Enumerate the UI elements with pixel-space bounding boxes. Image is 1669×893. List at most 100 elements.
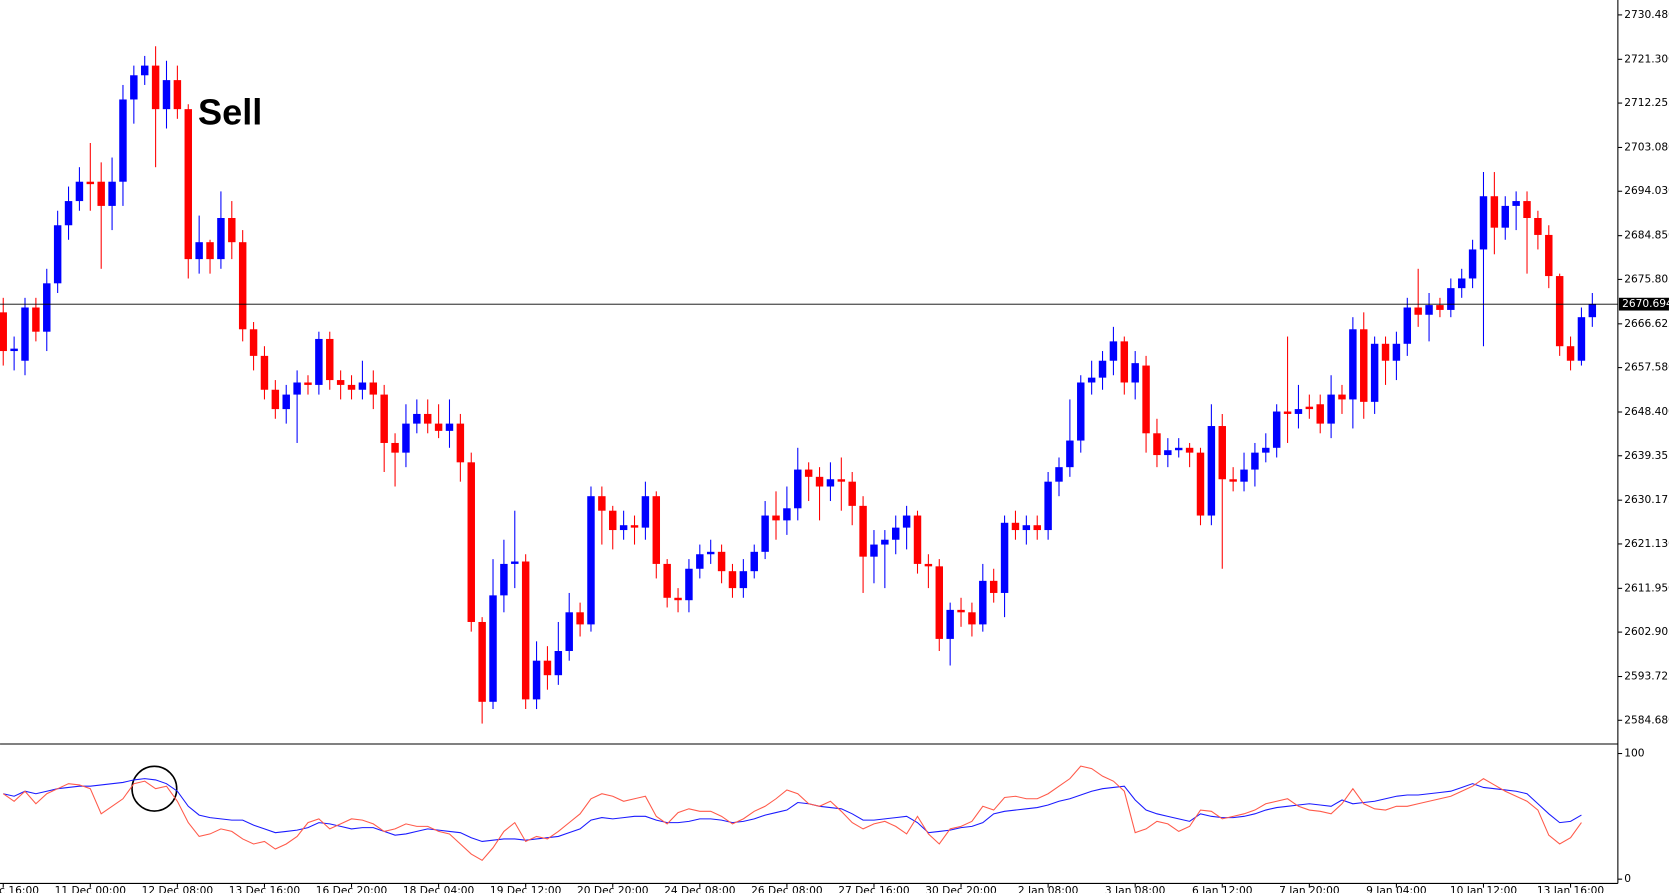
candle-body xyxy=(968,612,976,625)
candle-body xyxy=(892,527,900,540)
candle-body xyxy=(1316,404,1324,424)
candle-body xyxy=(1349,329,1357,400)
candle-body xyxy=(881,539,889,545)
candle-body xyxy=(1044,481,1052,531)
candle-body xyxy=(489,595,497,702)
candle-body xyxy=(521,561,530,700)
candle-body xyxy=(1414,307,1422,315)
candle-body xyxy=(946,609,954,639)
x-tick-label: 24 Dec 08:00 xyxy=(664,884,736,893)
candle-body xyxy=(86,181,95,185)
candle-body xyxy=(652,496,661,564)
x-tick-label: 3 Jan 08:00 xyxy=(1105,884,1166,893)
y-tick-label: 2684.850 xyxy=(1624,229,1669,242)
candle-body xyxy=(979,580,987,625)
candle-body xyxy=(1457,278,1466,289)
candle-body xyxy=(391,442,399,453)
y-tick-label: 2648.400 xyxy=(1624,405,1669,418)
x-tick-label: 18 Dec 04:00 xyxy=(403,884,475,893)
candle-body xyxy=(706,551,715,555)
candle-body xyxy=(902,515,911,528)
candle-body xyxy=(696,554,704,569)
candle-body xyxy=(532,660,541,700)
candle-body xyxy=(761,515,769,552)
candle-body xyxy=(1229,479,1237,482)
candle-body xyxy=(1174,447,1183,451)
candle-body xyxy=(1033,525,1041,531)
candle-body xyxy=(1055,467,1063,482)
candle-body xyxy=(674,597,682,601)
candle-body xyxy=(619,525,628,531)
candle-body xyxy=(1011,522,1020,531)
candle-body xyxy=(1534,218,1542,235)
candle-body xyxy=(500,563,508,596)
candle-body xyxy=(32,307,40,332)
candle-body xyxy=(1153,433,1161,456)
candle-body xyxy=(445,423,454,431)
candle-body xyxy=(783,508,791,521)
candle-body xyxy=(1436,305,1444,310)
candle-body xyxy=(587,496,595,625)
candle-body xyxy=(804,469,813,477)
candle-body xyxy=(685,568,693,601)
candle-body xyxy=(228,218,236,243)
x-tick-label: 9 Jan 04:00 xyxy=(1366,884,1427,893)
candle-body xyxy=(663,563,671,598)
candle-body xyxy=(336,380,345,385)
candle-body xyxy=(413,413,421,424)
candle-body xyxy=(456,423,465,463)
candle-body xyxy=(10,348,18,352)
candle-body xyxy=(1566,346,1575,361)
y-tick-label: 2730.480 xyxy=(1624,8,1669,21)
candle-body xyxy=(151,65,160,110)
candle-body xyxy=(1490,196,1499,228)
candle-body xyxy=(1392,343,1401,361)
candle-body xyxy=(380,394,388,443)
candle-body xyxy=(1272,411,1281,448)
y-tick-label: 2639.355 xyxy=(1624,449,1669,462)
sell-annotation: Sell xyxy=(198,92,262,133)
candle-body xyxy=(1251,452,1259,470)
candle-body xyxy=(130,75,138,100)
candle-body xyxy=(173,80,182,110)
y-tick-label: 2602.905 xyxy=(1624,625,1669,638)
candle-body xyxy=(913,515,922,564)
candle-body xyxy=(1109,341,1118,361)
candle-body xyxy=(53,225,62,284)
candle-body xyxy=(1087,377,1096,383)
candle-body xyxy=(1218,426,1226,480)
candle-body xyxy=(565,612,573,652)
candle-body xyxy=(848,481,856,506)
y-tick-label: 2675.805 xyxy=(1624,272,1669,285)
candle-body xyxy=(1098,360,1107,378)
candle-body xyxy=(1283,411,1292,414)
current-price-box xyxy=(1618,297,1669,311)
candle-body xyxy=(1262,447,1270,453)
candle-body xyxy=(609,510,617,531)
candle-body xyxy=(1577,317,1586,361)
candle-body xyxy=(369,382,378,395)
candle-body xyxy=(870,544,878,557)
x-tick-label: 13 Jan 16:00 xyxy=(1537,884,1605,893)
signal-circle xyxy=(131,765,178,812)
y-tick-label: 2657.580 xyxy=(1624,361,1669,374)
x-tick-label: 26 Dec 08:00 xyxy=(751,884,823,893)
candle-body xyxy=(0,312,7,352)
candle-body xyxy=(1555,276,1564,347)
candle-body xyxy=(282,394,290,410)
candle-body xyxy=(1403,307,1412,344)
candle-body xyxy=(1207,426,1216,516)
candle-body xyxy=(630,525,639,528)
x-tick-label: 30 Dec 20:00 xyxy=(925,884,997,893)
candle-body xyxy=(43,283,51,332)
candle-body xyxy=(728,571,737,589)
y-tick-label: 2630.175 xyxy=(1624,493,1669,506)
candle-body xyxy=(1000,522,1009,593)
candle-body xyxy=(772,515,780,521)
candle-body xyxy=(434,423,443,431)
x-tick-label: 16 Dec 20:00 xyxy=(316,884,388,893)
x-tick-label: 12 Dec 08:00 xyxy=(142,884,214,893)
candle-body xyxy=(1545,234,1553,277)
y-tick-label: 2593.725 xyxy=(1624,670,1669,683)
